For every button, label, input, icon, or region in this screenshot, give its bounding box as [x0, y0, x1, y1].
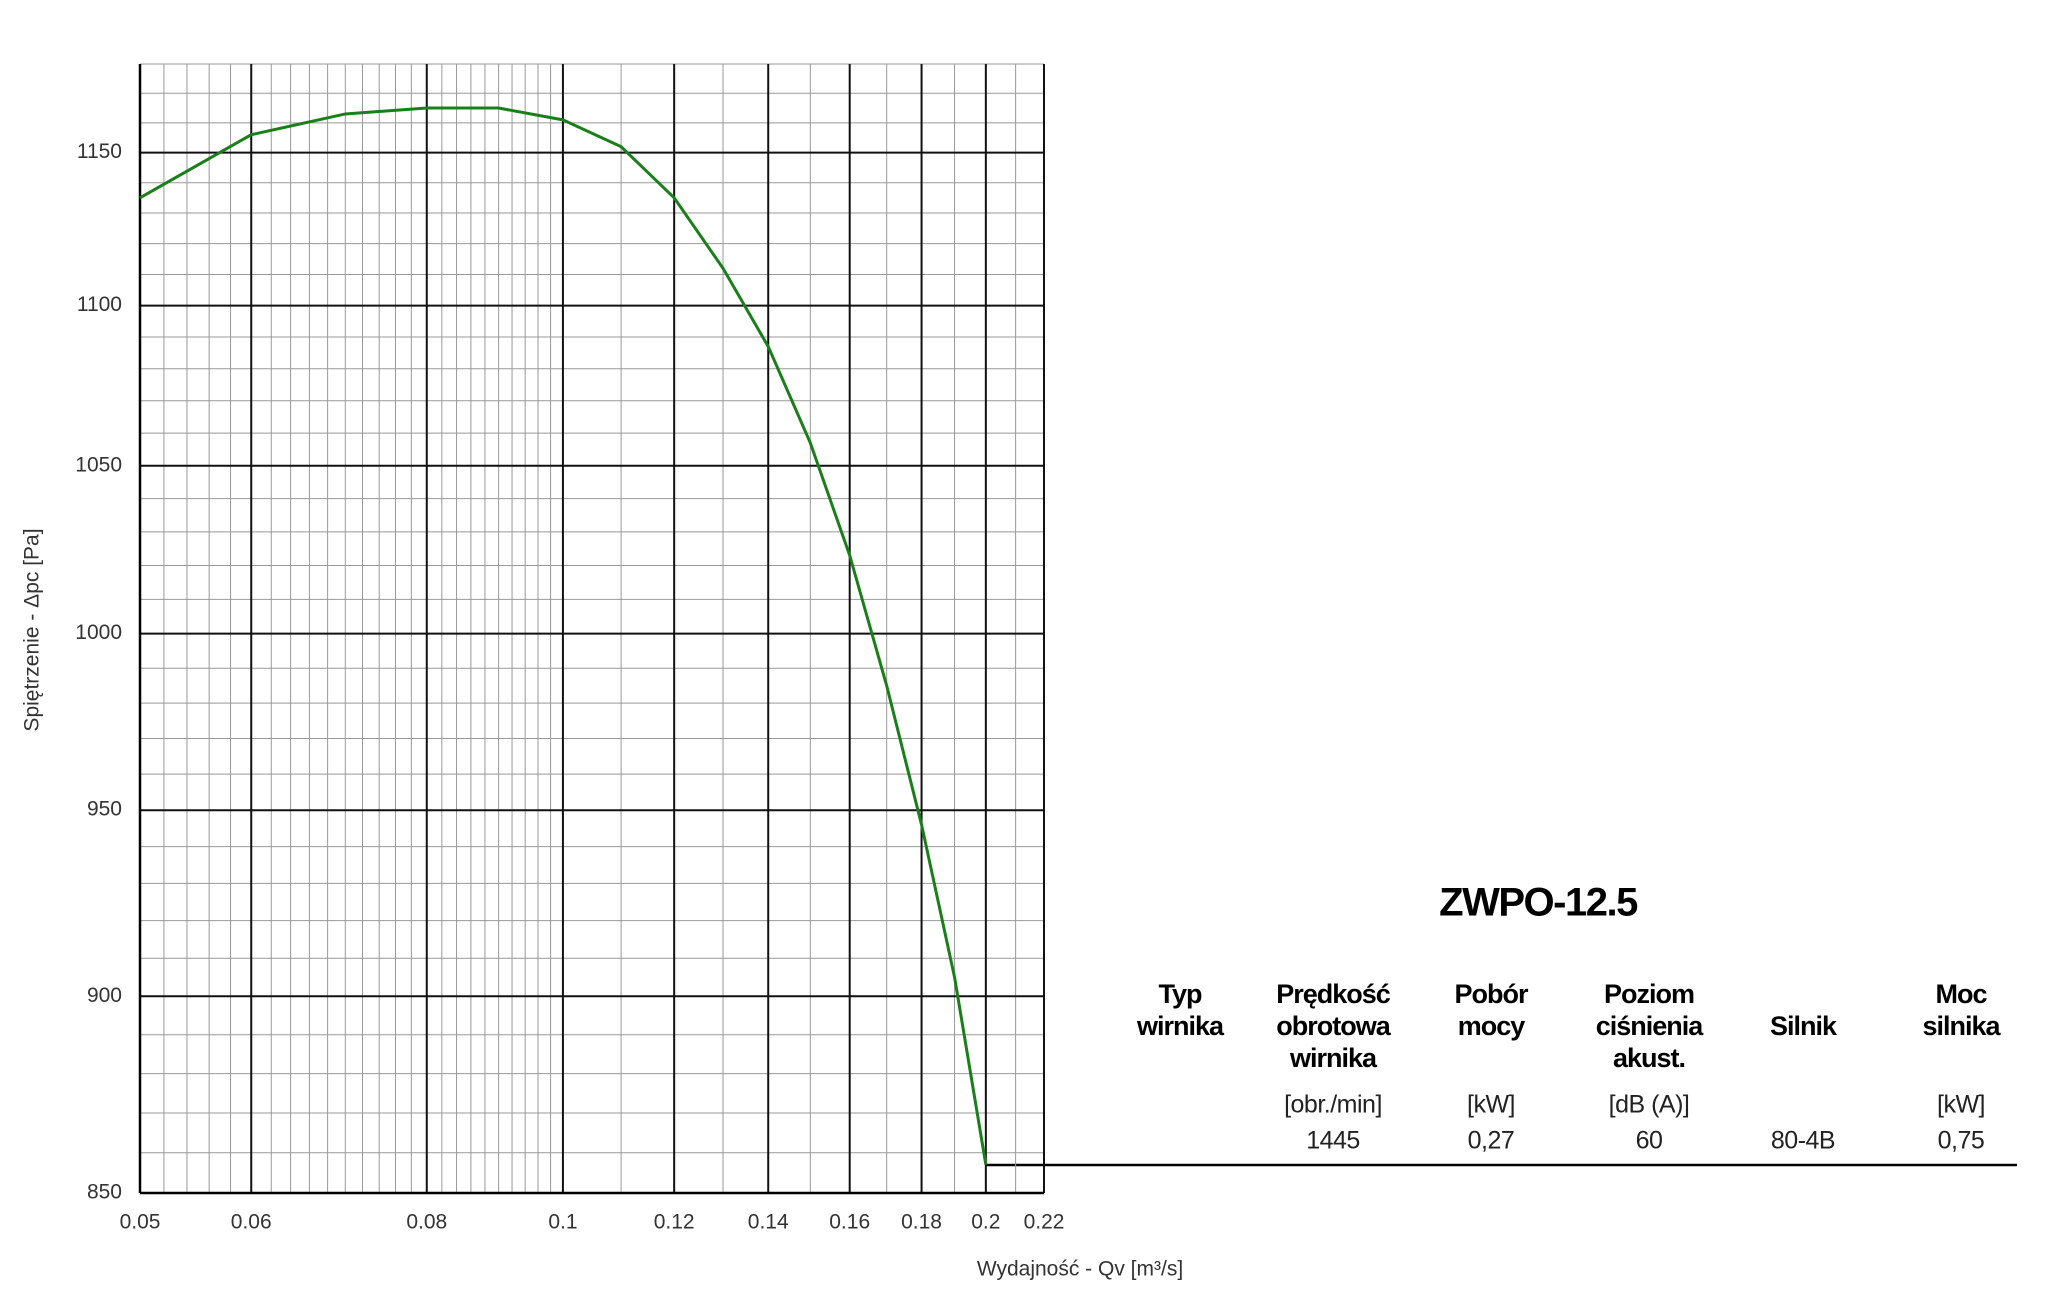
unit-label: [obr./min]: [1284, 1091, 1382, 1119]
y-tick-label: 950: [87, 798, 122, 821]
x-axis-label: Wydajność - Qv [m³/s]: [977, 1258, 1183, 1281]
column-header: obrotowa: [1276, 1011, 1391, 1041]
table-cell: 0,27: [1468, 1127, 1515, 1155]
y-tick-label: 1000: [75, 621, 122, 644]
x-tick-label: 0.12: [654, 1211, 695, 1234]
x-tick-label: 0.1: [548, 1211, 577, 1234]
y-tick-label: 850: [87, 1181, 122, 1204]
column-header: silnika: [1922, 1011, 2001, 1041]
column-header: ciśnienia: [1596, 1011, 1705, 1041]
column-header: Typ: [1159, 979, 1203, 1009]
y-tick-label: 1100: [77, 293, 122, 316]
column-header: Moc: [1936, 979, 1988, 1009]
unit-label: [dB (A)]: [1609, 1091, 1690, 1119]
x-tick-label: 0.2: [971, 1211, 1000, 1234]
x-tick-label: 0.05: [120, 1211, 161, 1234]
y-tick-label: 900: [87, 984, 122, 1007]
table-cell: 60: [1636, 1127, 1663, 1155]
table-cell: 80-4B: [1771, 1127, 1835, 1155]
column-header: Prędkość: [1276, 979, 1391, 1009]
table-cell: 1445: [1306, 1127, 1360, 1155]
x-tick-label: 0.14: [748, 1211, 789, 1234]
unit-label: [kW]: [1937, 1091, 1985, 1119]
y-tick-label: 1150: [77, 140, 122, 163]
column-header: Poziom: [1604, 979, 1694, 1009]
column-header: mocy: [1458, 1011, 1526, 1041]
column-header: akust.: [1613, 1043, 1685, 1073]
unit-label: [kW]: [1467, 1091, 1515, 1119]
x-tick-label: 0.18: [901, 1211, 942, 1234]
column-header: wirnika: [1136, 1011, 1225, 1041]
column-header: wirnika: [1289, 1043, 1378, 1073]
column-header: Pobór: [1455, 979, 1529, 1009]
table-cell: 0,75: [1938, 1127, 1985, 1155]
x-tick-label: 0.08: [406, 1211, 447, 1234]
column-header: Silnik: [1770, 1011, 1838, 1041]
x-tick-label: 0.16: [829, 1211, 870, 1234]
table-title: ZWPO-12.5: [1439, 881, 1638, 925]
y-axis-label: Spiętrzenie - Δpc [Pa]: [21, 528, 44, 731]
x-tick-label: 0.06: [231, 1211, 272, 1234]
y-tick-label: 1050: [75, 453, 122, 476]
data-line: [139, 106, 988, 1166]
x-tick-label: 0.22: [1024, 1211, 1065, 1234]
